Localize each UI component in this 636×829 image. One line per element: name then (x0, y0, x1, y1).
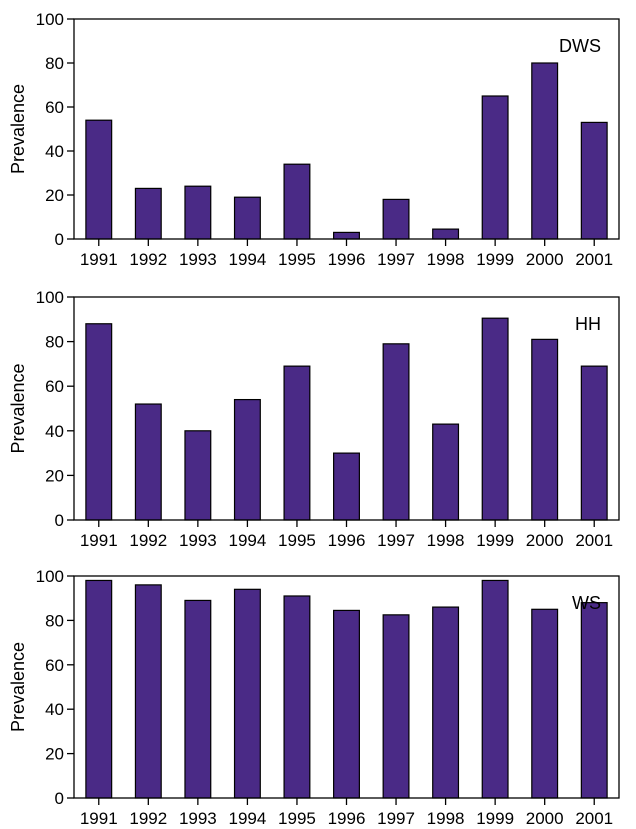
bar-1993 (184, 430, 212, 521)
panel-label: HH (575, 314, 601, 334)
bar-1993 (184, 185, 212, 240)
y-tick-label: 60 (45, 98, 64, 117)
x-tick-label: 1995 (278, 531, 316, 550)
x-tick-label: 1995 (278, 250, 316, 269)
bar-1995 (283, 163, 311, 240)
y-axis-title: Prevalence (8, 642, 28, 732)
x-tick-label: 2000 (526, 531, 564, 550)
y-tick-label: 80 (45, 333, 64, 352)
bar-1992 (134, 187, 162, 240)
x-tick-label: 1992 (129, 809, 167, 828)
bar-2000 (531, 338, 559, 521)
bar-1997 (382, 614, 410, 799)
x-tick-label: 1997 (377, 250, 415, 269)
y-tick-label: 40 (45, 422, 64, 441)
panel-dws: 0 20 40 60 80 100 1991 1992 1993 1994 1995 1996 1997… (8, 10, 620, 269)
bar-1999 (481, 579, 509, 799)
y-tick-label: 40 (45, 700, 64, 719)
y-tick-label: 40 (45, 142, 64, 161)
x-tick-label: 1996 (328, 250, 366, 269)
x-tick-label: 1995 (278, 809, 316, 828)
bar-1997 (382, 343, 410, 521)
bar-1999 (481, 317, 509, 521)
y-tick-label: 0 (55, 789, 64, 808)
x-tick-label: 1997 (377, 531, 415, 550)
bar-1995 (283, 365, 311, 521)
bar-1991 (85, 579, 113, 799)
x-tick-label: 1993 (179, 531, 217, 550)
bar-1991 (85, 323, 113, 521)
x-tick-label: 1996 (328, 531, 366, 550)
x-tick-label: 2001 (575, 250, 613, 269)
x-tick-label: 1991 (80, 531, 118, 550)
bar-1993 (184, 599, 212, 799)
panel-label: WS (572, 593, 601, 613)
y-tick-label: 0 (55, 230, 64, 249)
y-tick-label: 100 (36, 288, 64, 307)
bar-1997 (382, 198, 410, 240)
bar-2000 (531, 62, 559, 240)
x-tick-label: 1996 (328, 809, 366, 828)
x-tick-label: 2001 (575, 531, 613, 550)
y-tick-label: 20 (45, 186, 64, 205)
bar-1998 (432, 606, 460, 799)
bar-2000 (531, 608, 559, 799)
bar-1994 (233, 588, 261, 799)
bar-2001 (580, 602, 608, 799)
x-tick-label: 1999 (476, 250, 514, 269)
x-tick-label: 1994 (228, 809, 266, 828)
x-tick-label: 1991 (80, 250, 118, 269)
x-tick-label: 1998 (427, 531, 465, 550)
x-tick-label: 2001 (575, 809, 613, 828)
y-tick-label: 0 (55, 511, 64, 530)
y-axis-title: Prevalence (8, 84, 28, 174)
y-tick-label: 100 (36, 10, 64, 29)
bar-1996 (333, 231, 360, 240)
bar-1994 (233, 398, 261, 521)
x-tick-label: 2000 (526, 250, 564, 269)
x-tick-label: 1998 (427, 809, 465, 828)
y-tick-label: 80 (45, 54, 64, 73)
y-tick-label: 100 (36, 567, 64, 586)
panel-label: DWS (559, 36, 601, 56)
bar-1998 (432, 423, 460, 521)
bar-2001 (580, 365, 608, 521)
bar-1998 (432, 228, 460, 240)
y-tick-label: 80 (45, 611, 64, 630)
x-tick-label: 1993 (179, 809, 217, 828)
bar-1992 (134, 403, 162, 521)
bar-1996 (333, 452, 360, 521)
bar-1999 (481, 95, 509, 240)
bar-1991 (85, 119, 113, 240)
panel-hh: 0 20 40 60 80 100 1991 1992 1993 1994 1995 1996 1997… (8, 288, 620, 550)
x-tick-label: 1992 (129, 531, 167, 550)
bar-1994 (233, 196, 261, 240)
bar-1996 (333, 609, 360, 799)
x-tick-label: 1992 (129, 250, 167, 269)
x-tick-label: 1991 (80, 809, 118, 828)
bar-1995 (283, 595, 311, 799)
x-tick-label: 1994 (228, 531, 266, 550)
bar-2001 (580, 121, 608, 240)
x-tick-label: 1997 (377, 809, 415, 828)
x-tick-label: 1998 (427, 250, 465, 269)
y-tick-label: 60 (45, 656, 64, 675)
panel-ws: 0 20 40 60 80 100 1991 1992 1993 1994 1995 1996 1997… (8, 567, 620, 828)
x-tick-label: 1994 (228, 250, 266, 269)
x-tick-label: 1999 (476, 809, 514, 828)
y-tick-label: 20 (45, 466, 64, 485)
x-tick-label: 2000 (526, 809, 564, 828)
x-tick-label: 1993 (179, 250, 217, 269)
x-tick-label: 1999 (476, 531, 514, 550)
y-tick-label: 20 (45, 745, 64, 764)
y-tick-label: 60 (45, 377, 64, 396)
y-axis-title: Prevalence (8, 363, 28, 453)
bar-1992 (134, 584, 162, 799)
